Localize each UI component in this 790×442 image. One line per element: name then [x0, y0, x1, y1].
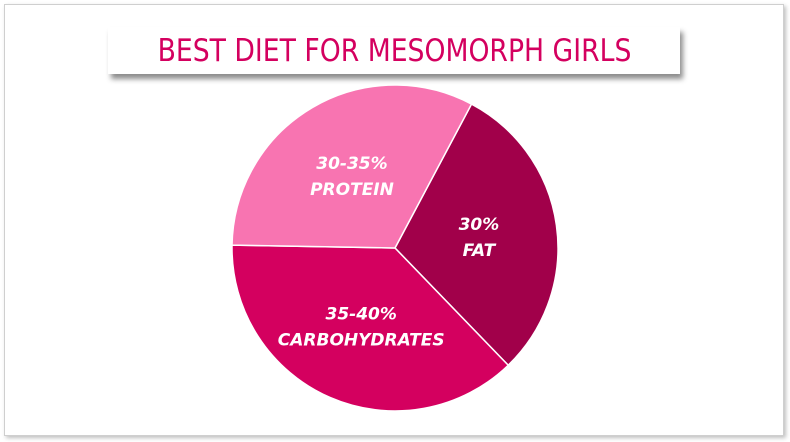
pie-slice-fat — [394, 103, 559, 367]
slice-label-percent: 30% — [459, 215, 500, 235]
slice-label-name: FAT — [463, 241, 497, 261]
chart-title: BEST DIET FOR MESOMORPH GIRLS — [157, 32, 631, 69]
slice-label-name: PROTEIN — [310, 180, 394, 200]
slice-label-percent: 30-35% — [316, 154, 387, 174]
pie-slice-protein — [231, 84, 473, 249]
pie-slice-carbohydrates — [231, 244, 510, 412]
slice-label-percent: 35-40% — [325, 305, 396, 325]
title-banner: BEST DIET FOR MESOMORPH GIRLS — [108, 27, 680, 74]
slice-label-name: CARBOHYDRATES — [278, 331, 445, 351]
